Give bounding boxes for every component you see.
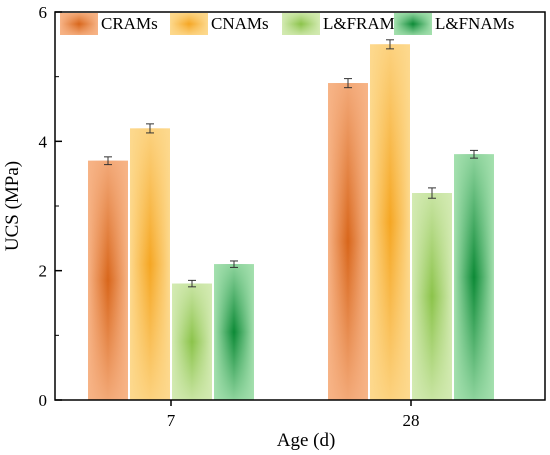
bar-shade bbox=[370, 44, 410, 400]
y-tick-label: 0 bbox=[39, 391, 48, 410]
legend-swatch-shade bbox=[394, 13, 432, 35]
bar-shade bbox=[214, 264, 254, 400]
bar-shade bbox=[454, 154, 494, 400]
plot-area bbox=[88, 39, 494, 400]
legend-label: CRAMs bbox=[101, 14, 158, 33]
legend-label: CNAMs bbox=[211, 14, 269, 33]
bar-shade bbox=[412, 193, 452, 400]
legend-swatch-shade bbox=[282, 13, 320, 35]
y-axis-title: UCS (MPa) bbox=[2, 161, 23, 251]
x-tick-label: 7 bbox=[167, 411, 176, 430]
legend-label: L&FRAMs bbox=[323, 14, 401, 33]
y-tick-label: 4 bbox=[39, 132, 48, 151]
x-tick-label: 28 bbox=[403, 411, 420, 430]
legend-swatch-shade bbox=[170, 13, 208, 35]
legend: CRAMs CNAMs L&FRAMs L&FNAMs bbox=[60, 13, 514, 35]
y-tick-label: 6 bbox=[39, 3, 48, 22]
x-axis-title: Age (d) bbox=[277, 430, 336, 451]
bar-shade bbox=[88, 160, 128, 400]
legend-swatch-shade bbox=[60, 13, 98, 35]
bar-shade bbox=[130, 128, 170, 400]
legend-label: L&FNAMs bbox=[435, 14, 514, 33]
y-tick-label: 2 bbox=[39, 262, 48, 281]
bar-shade bbox=[172, 283, 212, 400]
axes: 0 2 4 6 7 28 bbox=[39, 3, 546, 430]
bar-shade bbox=[328, 83, 368, 400]
